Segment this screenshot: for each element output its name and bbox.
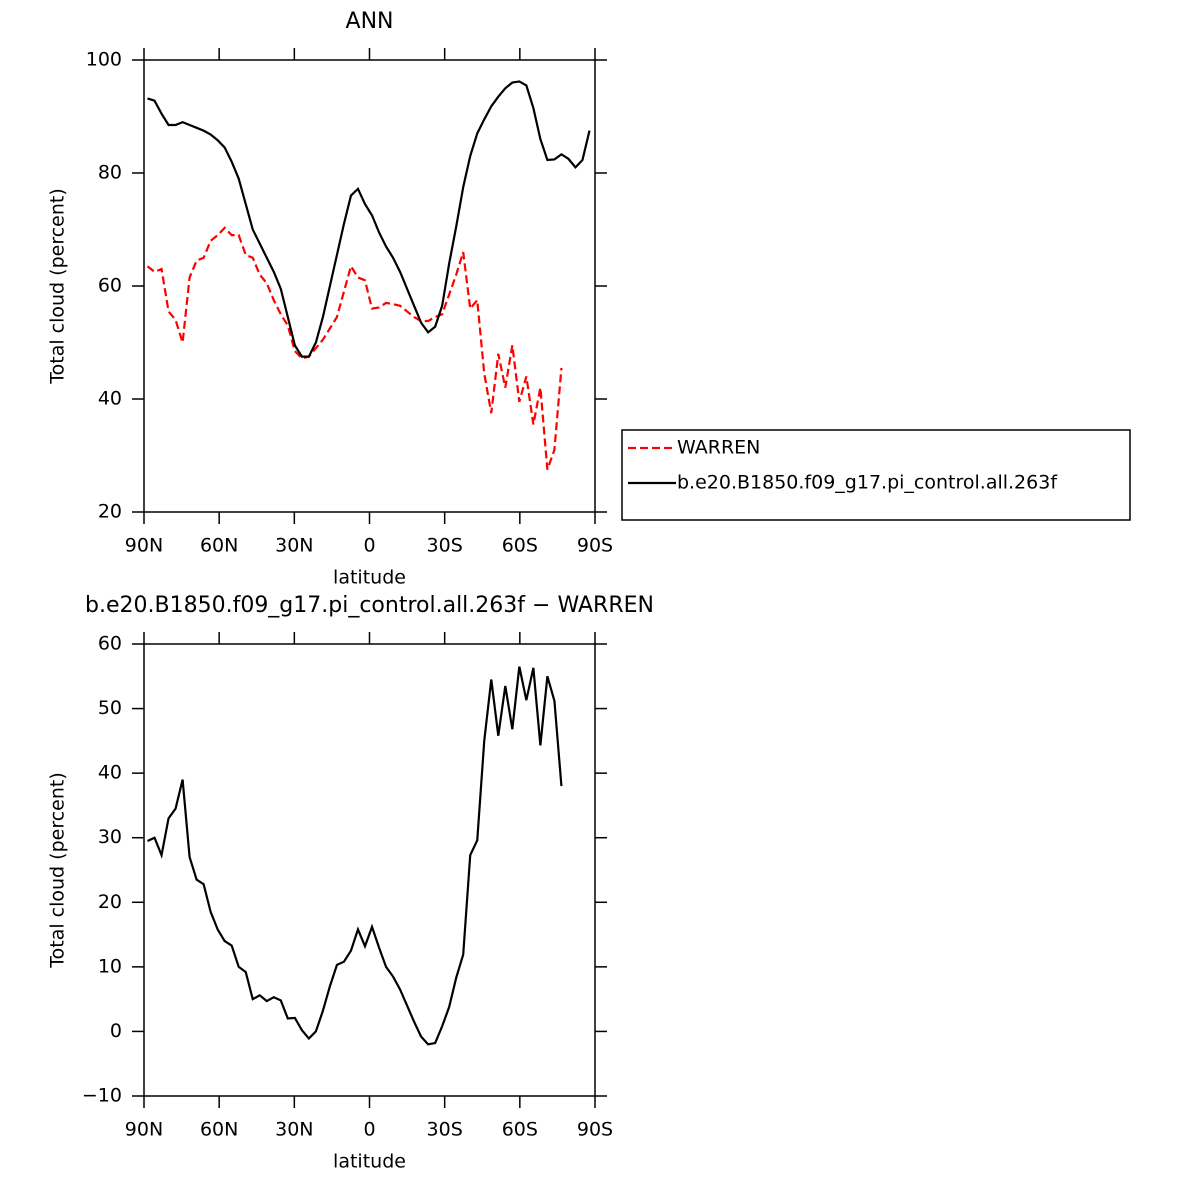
y-tick-label: −10 bbox=[82, 1085, 122, 1107]
x-tick-label: 90S bbox=[577, 535, 613, 557]
x-tick-label: 60N bbox=[200, 1119, 238, 1141]
chart-title: b.e20.B1850.f09_g17.pi_control.all.263f … bbox=[85, 593, 654, 618]
x-tick-label: 30S bbox=[427, 1119, 463, 1141]
y-tick-label: 60 bbox=[98, 633, 122, 655]
y-tick-label: 20 bbox=[98, 891, 122, 913]
x-axis-label: latitude bbox=[333, 567, 406, 589]
x-tick-label: 0 bbox=[363, 535, 375, 557]
plot-frame bbox=[143, 59, 596, 513]
data-line bbox=[147, 80, 591, 358]
x-tick-label: 60S bbox=[502, 1119, 538, 1141]
x-tick-label: 0 bbox=[363, 1119, 375, 1141]
data-line bbox=[146, 226, 563, 470]
x-tick-label: 30S bbox=[427, 535, 463, 557]
y-tick-label: 30 bbox=[98, 826, 122, 848]
x-tick-label: 30N bbox=[275, 1119, 313, 1141]
y-tick-label: 100 bbox=[86, 49, 122, 71]
y-tick-label: 10 bbox=[98, 955, 122, 977]
x-axis-label: latitude bbox=[333, 1151, 406, 1173]
plot-frame bbox=[143, 643, 596, 1097]
x-tick-label: 90N bbox=[125, 535, 163, 557]
legend-label: WARREN bbox=[677, 437, 760, 459]
y-axis-label: Total cloud (percent) bbox=[47, 772, 69, 969]
data-line bbox=[147, 666, 563, 1046]
y-tick-label: 0 bbox=[110, 1020, 122, 1042]
y-axis-label: Total cloud (percent) bbox=[47, 188, 69, 385]
y-tick-label: 60 bbox=[98, 275, 122, 297]
y-tick-label: 50 bbox=[98, 697, 122, 719]
y-tick-label: 20 bbox=[98, 501, 122, 523]
chart-title: ANN bbox=[346, 9, 394, 34]
x-tick-label: 30N bbox=[275, 535, 313, 557]
y-tick-label: 40 bbox=[98, 388, 122, 410]
x-tick-label: 90S bbox=[577, 1119, 613, 1141]
x-tick-label: 60N bbox=[200, 535, 238, 557]
legend-box bbox=[621, 429, 1131, 521]
x-tick-label: 90N bbox=[125, 1119, 163, 1141]
x-tick-label: 60S bbox=[502, 535, 538, 557]
legend-label: b.e20.B1850.f09_g17.pi_control.all.263f bbox=[677, 472, 1058, 494]
y-tick-label: 40 bbox=[98, 762, 122, 784]
y-tick-label: 80 bbox=[98, 162, 122, 184]
